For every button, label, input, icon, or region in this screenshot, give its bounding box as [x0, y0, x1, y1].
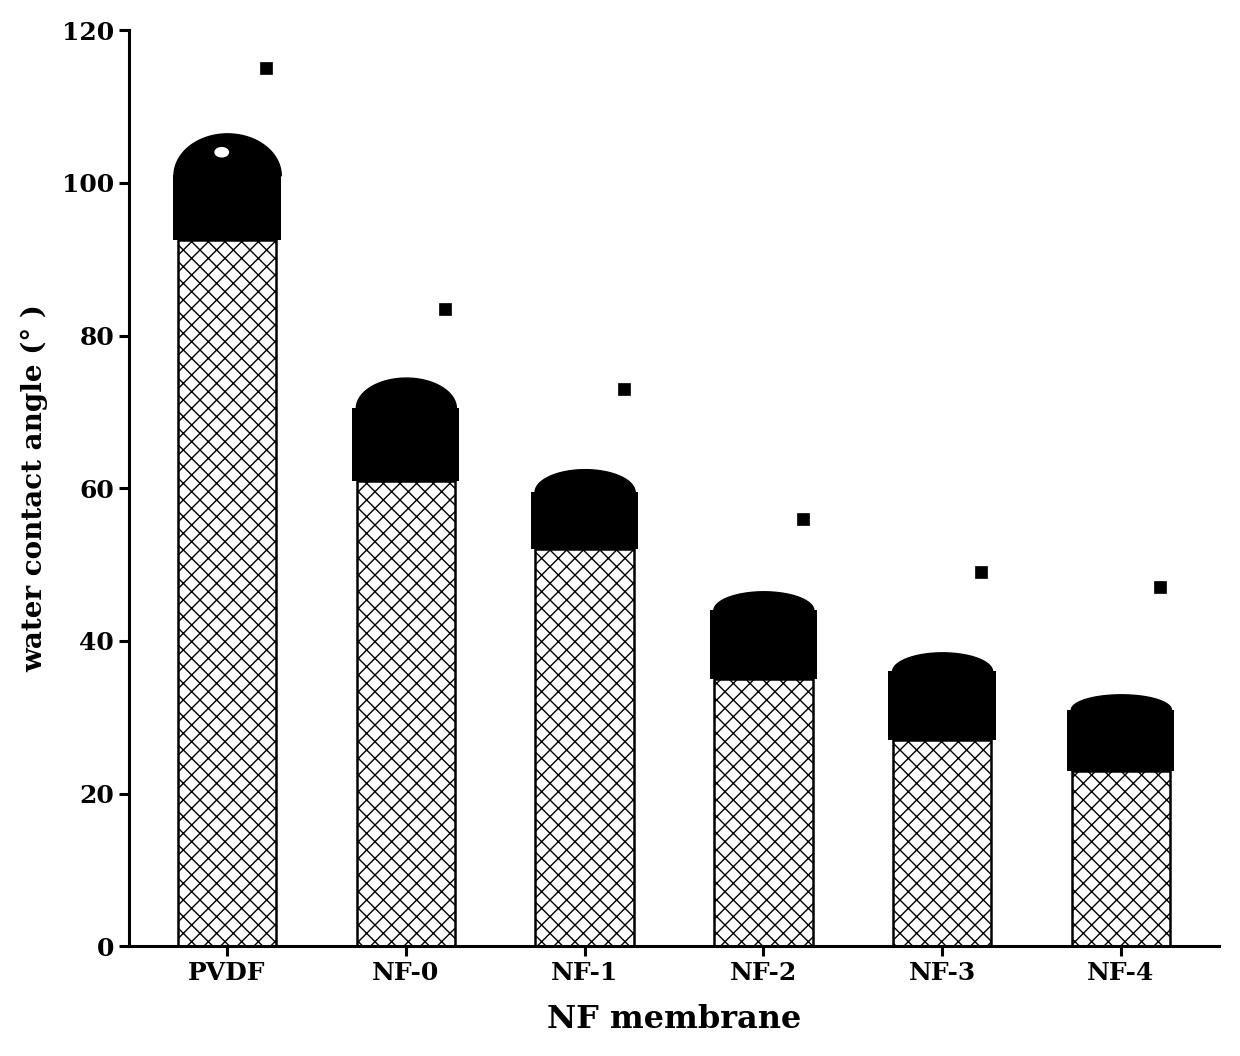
FancyBboxPatch shape — [352, 408, 460, 480]
Y-axis label: water contact angle (° ): water contact angle (° ) — [21, 304, 48, 673]
FancyBboxPatch shape — [889, 672, 996, 740]
Bar — [179, 240, 277, 946]
Bar — [536, 549, 634, 946]
FancyBboxPatch shape — [174, 175, 280, 240]
Bar — [714, 679, 812, 946]
Ellipse shape — [215, 148, 228, 157]
Bar — [357, 480, 455, 946]
Bar — [893, 740, 991, 946]
FancyBboxPatch shape — [1068, 710, 1174, 771]
Bar — [1071, 771, 1171, 946]
FancyBboxPatch shape — [709, 610, 817, 679]
FancyBboxPatch shape — [531, 492, 639, 549]
X-axis label: NF membrane: NF membrane — [547, 1004, 801, 1035]
